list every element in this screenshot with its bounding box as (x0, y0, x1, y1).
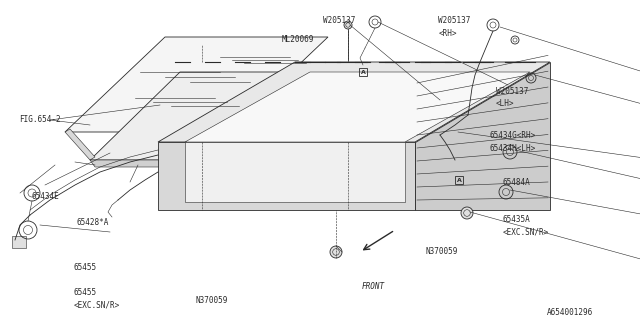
Circle shape (330, 246, 342, 258)
Polygon shape (65, 129, 95, 160)
Polygon shape (185, 142, 405, 202)
Text: W205137: W205137 (323, 16, 356, 25)
Polygon shape (415, 62, 550, 210)
Text: 65484A: 65484A (502, 178, 530, 187)
Text: A: A (456, 178, 461, 182)
Text: 65455: 65455 (74, 263, 97, 272)
Circle shape (461, 207, 473, 219)
Text: A: A (360, 69, 365, 75)
Text: FIG.654-2: FIG.654-2 (19, 116, 61, 124)
Text: 65455: 65455 (74, 288, 97, 297)
Polygon shape (158, 62, 550, 142)
Text: 65434H<LH>: 65434H<LH> (490, 144, 536, 153)
Text: N370059: N370059 (426, 247, 458, 256)
Text: <EXC.SN/R>: <EXC.SN/R> (502, 228, 548, 236)
Polygon shape (90, 72, 330, 160)
Text: N370059: N370059 (195, 296, 228, 305)
Text: <RH>: <RH> (438, 29, 457, 38)
Polygon shape (185, 72, 530, 142)
Text: 65434G<RH>: 65434G<RH> (490, 132, 536, 140)
Text: <LH>: <LH> (496, 100, 515, 108)
Circle shape (344, 21, 352, 29)
Text: 65428*A: 65428*A (77, 218, 109, 227)
Polygon shape (90, 160, 243, 167)
Text: FRONT: FRONT (362, 282, 385, 291)
FancyBboxPatch shape (12, 236, 26, 248)
Polygon shape (65, 37, 328, 132)
Text: <EXC.SN/R>: <EXC.SN/R> (74, 300, 120, 309)
Text: W205137: W205137 (438, 16, 471, 25)
Text: 65434E: 65434E (32, 192, 60, 201)
Text: W205137: W205137 (496, 87, 529, 96)
Text: A654001296: A654001296 (547, 308, 593, 317)
Text: ML20069: ML20069 (282, 36, 314, 44)
Polygon shape (158, 142, 415, 210)
Text: 65435A: 65435A (502, 215, 530, 224)
